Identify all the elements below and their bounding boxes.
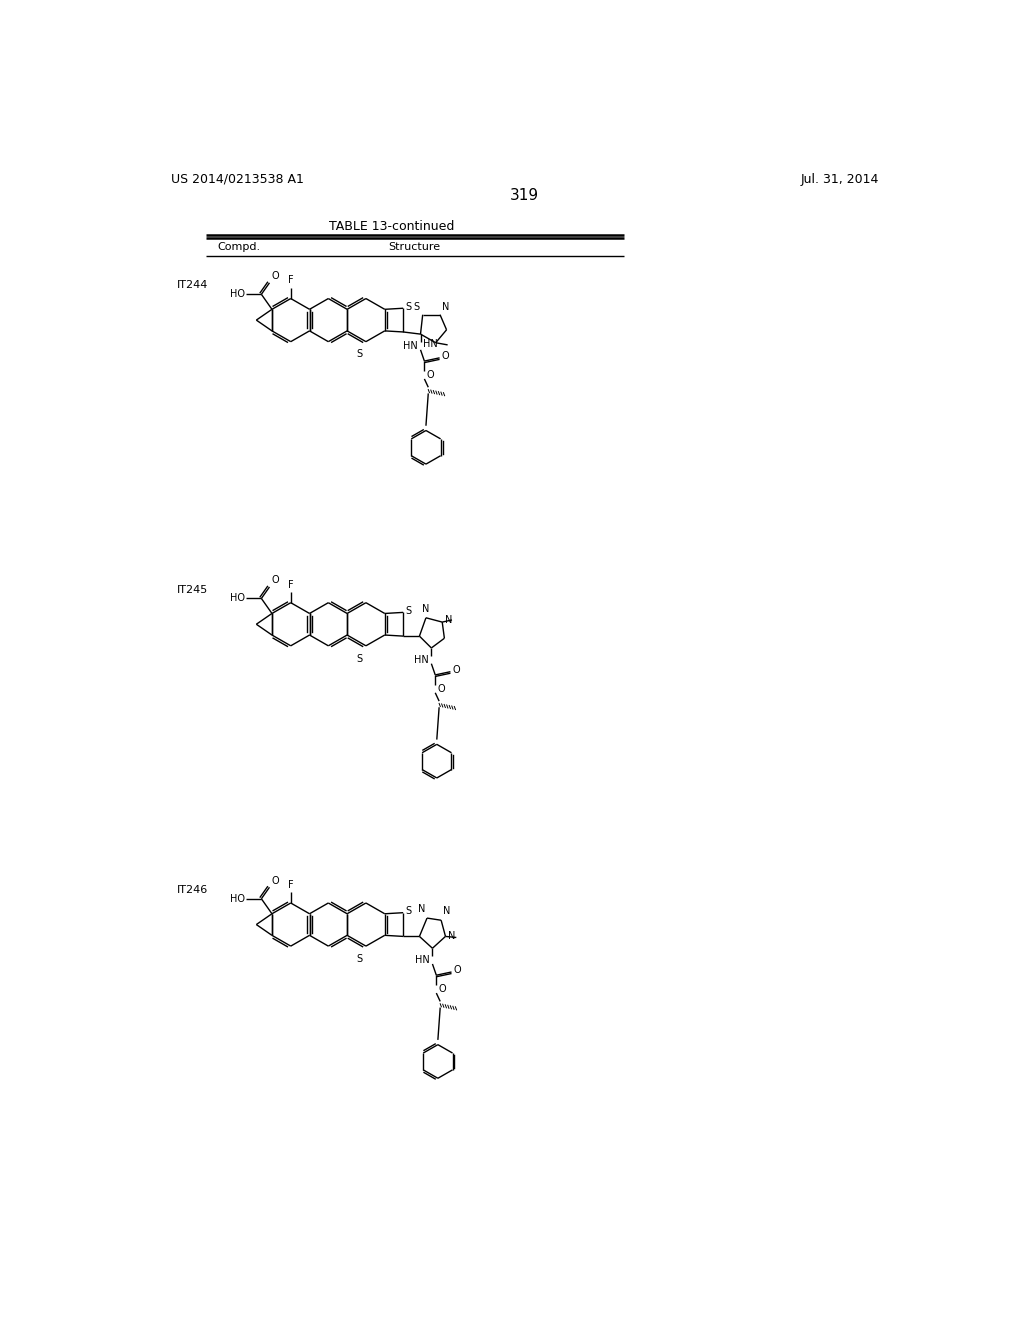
Text: O: O (442, 351, 450, 362)
Text: S: S (356, 954, 362, 964)
Text: HO: HO (229, 894, 245, 904)
Text: HN: HN (416, 956, 430, 965)
Text: HN: HN (415, 655, 429, 665)
Text: HN: HN (423, 339, 437, 348)
Text: Jul. 31, 2014: Jul. 31, 2014 (801, 173, 879, 186)
Text: O: O (437, 684, 445, 694)
Text: Compd.: Compd. (217, 242, 260, 252)
Text: HN: HN (403, 341, 418, 351)
Text: F: F (288, 579, 294, 590)
Text: O: O (427, 370, 434, 380)
Text: Structure: Structure (389, 242, 440, 252)
Text: O: O (453, 665, 461, 675)
Text: HO: HO (229, 289, 245, 300)
Text: N: N (418, 904, 426, 915)
Text: US 2014/0213538 A1: US 2014/0213538 A1 (171, 173, 303, 186)
Text: N: N (444, 615, 452, 624)
Text: S: S (356, 653, 362, 664)
Text: O: O (271, 875, 279, 886)
Text: IT246: IT246 (177, 884, 208, 895)
Text: N: N (447, 932, 456, 941)
Text: N: N (441, 302, 449, 312)
Text: F: F (288, 880, 294, 890)
Text: S: S (406, 606, 412, 616)
Text: O: O (454, 965, 462, 975)
Text: HO: HO (229, 594, 245, 603)
Text: N: N (422, 605, 430, 614)
Text: N: N (442, 907, 451, 916)
Text: IT245: IT245 (177, 585, 208, 594)
Text: O: O (438, 985, 446, 994)
Text: S: S (406, 906, 412, 916)
Text: O: O (271, 272, 279, 281)
Text: TABLE 13-continued: TABLE 13-continued (329, 219, 455, 232)
Text: S: S (406, 302, 412, 312)
Text: S: S (356, 350, 362, 359)
Text: 319: 319 (510, 187, 540, 203)
Text: F: F (288, 276, 294, 285)
Text: S: S (414, 302, 420, 313)
Text: O: O (271, 576, 279, 586)
Text: IT244: IT244 (177, 280, 208, 290)
